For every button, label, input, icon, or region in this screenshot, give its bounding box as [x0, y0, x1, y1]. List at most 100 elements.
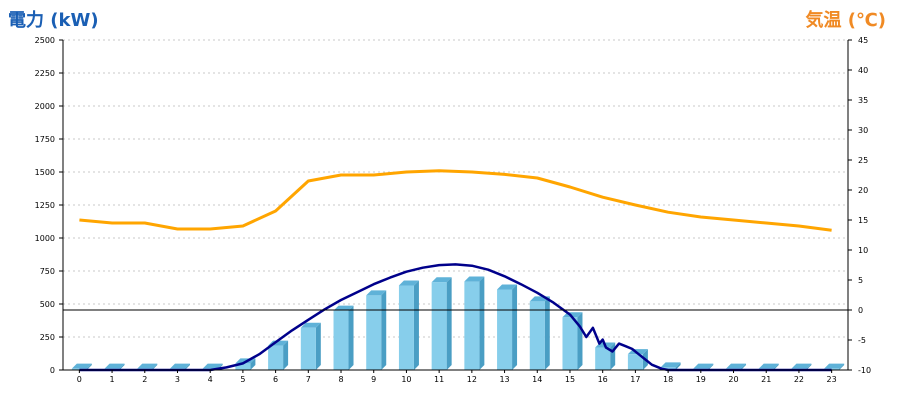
- bar-side: [119, 363, 125, 370]
- bar-top: [693, 363, 714, 369]
- right-tick-label: 40: [858, 66, 868, 75]
- bar-front: [235, 363, 251, 370]
- bar-top: [824, 363, 845, 369]
- right-tick-label: 5: [858, 276, 863, 285]
- bar: [529, 296, 550, 370]
- bar-front: [300, 327, 316, 370]
- bar: [71, 363, 92, 370]
- bar-front: [464, 281, 480, 370]
- bar: [464, 276, 485, 370]
- right-axis-title: 気温 (℃): [805, 10, 886, 31]
- bar-top: [137, 363, 158, 369]
- bar-side: [413, 280, 419, 370]
- x-tick-label: 6: [273, 375, 278, 384]
- bar-top: [398, 280, 419, 286]
- bar-top: [726, 363, 747, 369]
- bar-front: [824, 368, 840, 370]
- x-tick-label: 2: [142, 375, 147, 384]
- bar-top: [366, 290, 387, 296]
- right-tick-label: -10: [858, 366, 871, 375]
- bar-side: [773, 363, 779, 370]
- bar-top: [758, 363, 779, 369]
- bar-side: [806, 363, 812, 370]
- x-tick-label: 16: [598, 375, 608, 384]
- bar-front: [366, 295, 382, 370]
- x-tick-label: 21: [761, 375, 771, 384]
- x-tick-label: 17: [630, 375, 640, 384]
- bar-top: [300, 322, 321, 328]
- left-tick-label: 500: [40, 300, 55, 309]
- bar: [268, 340, 289, 370]
- left-tick-label: 1250: [35, 201, 55, 210]
- bar-side: [741, 363, 747, 370]
- bar-front: [71, 368, 87, 370]
- bar-side: [86, 363, 92, 370]
- bar-side: [348, 305, 354, 370]
- right-tick-label: 45: [858, 36, 868, 45]
- bar-top: [660, 362, 681, 368]
- x-tick-label: 18: [663, 375, 673, 384]
- x-tick-label: 15: [565, 375, 575, 384]
- left-tick-label: 1000: [35, 234, 55, 243]
- x-tick-label: 1: [110, 375, 115, 384]
- x-tick-label: 5: [240, 375, 245, 384]
- bar-top: [202, 363, 223, 369]
- x-tick-label: 22: [794, 375, 804, 384]
- bar: [366, 290, 387, 370]
- bar-top: [791, 363, 812, 369]
- x-tick-label: 19: [696, 375, 706, 384]
- bar-front: [627, 354, 643, 370]
- bar-top: [104, 363, 125, 369]
- left-axis-title: 電力 (kW): [8, 10, 99, 31]
- grid-layer: [63, 39, 848, 338]
- bar-front: [333, 310, 349, 370]
- left-tick-label: 750: [40, 267, 55, 276]
- bar-front: [562, 317, 578, 370]
- bar-layer: [71, 276, 845, 370]
- x-tick-label: 23: [827, 375, 837, 384]
- bar-front: [431, 282, 447, 370]
- bar-side: [577, 312, 583, 370]
- line-layer: [79, 169, 832, 372]
- x-tick-label: 7: [306, 375, 311, 384]
- axis-layer: 02505007501000125015001750200022502500-1…: [35, 36, 871, 384]
- x-tick-label: 4: [208, 375, 213, 384]
- bar-side: [446, 277, 452, 370]
- bar-side: [544, 296, 550, 370]
- right-tick-label: 30: [858, 126, 868, 135]
- x-tick-label: 9: [371, 375, 376, 384]
- x-tick-label: 13: [499, 375, 509, 384]
- bar-front: [398, 285, 414, 370]
- bar-front: [660, 367, 676, 370]
- bar-side: [184, 363, 190, 370]
- left-tick-label: 250: [40, 333, 55, 342]
- temperature-line: [79, 169, 832, 232]
- x-tick-label: 3: [175, 375, 180, 384]
- bar-top: [169, 363, 190, 369]
- bar: [497, 284, 518, 370]
- x-tick-label: 14: [532, 375, 542, 384]
- bar: [660, 362, 681, 370]
- bar-side: [315, 322, 321, 370]
- bar-side: [675, 362, 681, 370]
- right-tick-label: 35: [858, 96, 868, 105]
- right-tick-label: 10: [858, 246, 868, 255]
- left-tick-label: 0: [50, 366, 55, 375]
- bar-side: [250, 358, 256, 370]
- bar-top: [71, 363, 92, 369]
- x-tick-label: 10: [401, 375, 411, 384]
- bar-front: [529, 301, 545, 370]
- right-tick-label: 15: [858, 216, 868, 225]
- bar-front: [497, 289, 513, 370]
- bar: [333, 305, 354, 370]
- bar: [300, 322, 321, 370]
- x-tick-label: 12: [467, 375, 477, 384]
- bar-side: [152, 363, 158, 370]
- left-tick-label: 2250: [35, 69, 55, 78]
- bar-front: [595, 347, 611, 370]
- x-tick-label: 11: [434, 375, 444, 384]
- right-tick-label: 25: [858, 156, 868, 165]
- bar: [562, 312, 583, 370]
- bar-side: [708, 363, 714, 370]
